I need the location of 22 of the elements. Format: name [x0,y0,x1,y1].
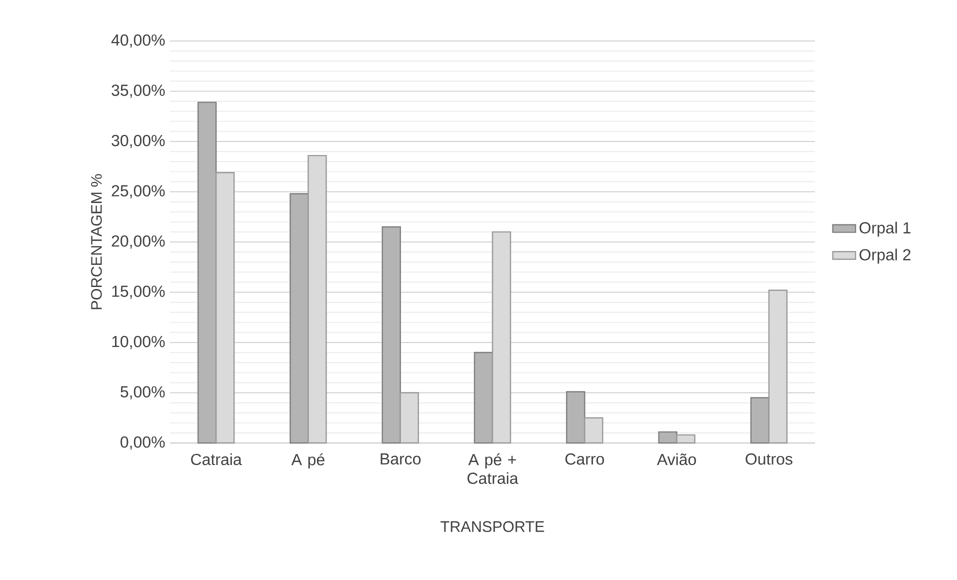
legend-label: Orpal 2 [860,248,910,264]
x-tick-label: Avião [656,453,696,466]
y-tick-label: 30,00% [112,134,165,148]
x-tick-label: Barco [380,453,421,465]
y-tick-label: 10,00% [112,336,165,350]
y-axis-title: PORCENTAGEM % [91,174,102,310]
y-tick-label: 0,00% [120,436,165,450]
x-tick-label: A pé [291,453,324,468]
y-tick-label: 35,00% [112,84,165,98]
bar [584,417,604,444]
y-tick-label: 5,00% [120,386,165,400]
y-tick-label: 20,00% [112,235,165,249]
x-tick-label: Carro [565,453,604,465]
x-tick-label: Outros [746,453,792,465]
x-tick-label: Catraia [191,453,242,466]
y-tick-label: 25,00% [112,185,165,198]
legend-label: Orpal 1 [860,222,910,237]
bar [676,434,696,444]
x-tick-label: A pé + Catraia [468,453,518,484]
x-axis-title: TRANSPORTE [440,521,544,532]
y-tick-label: 40,00% [111,34,165,48]
y-tick-label: 15,00% [112,286,165,299]
